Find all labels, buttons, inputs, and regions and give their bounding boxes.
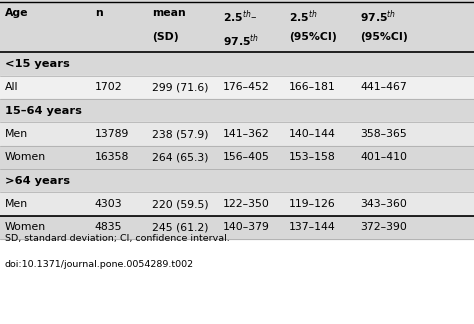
- Text: 166–181: 166–181: [289, 83, 336, 92]
- Text: <15 years: <15 years: [5, 59, 70, 69]
- Text: 4835: 4835: [95, 223, 122, 232]
- Text: 441–467: 441–467: [360, 83, 407, 92]
- Bar: [0, 0, 474, 52]
- Text: SD, standard deviation; CI, confidence interval.: SD, standard deviation; CI, confidence i…: [5, 234, 229, 243]
- Text: 119–126: 119–126: [289, 199, 336, 209]
- Bar: [0, 169, 474, 192]
- Text: Women: Women: [5, 153, 46, 162]
- Bar: [0, 216, 474, 239]
- Bar: [0, 192, 474, 216]
- Text: Men: Men: [5, 129, 28, 139]
- Text: (95%CI): (95%CI): [289, 32, 337, 42]
- Text: 343–360: 343–360: [360, 199, 407, 209]
- Text: Men: Men: [5, 199, 28, 209]
- Text: 401–410: 401–410: [360, 153, 407, 162]
- Text: Age: Age: [5, 8, 28, 18]
- Bar: [0, 76, 474, 99]
- Text: 238 (57.9): 238 (57.9): [152, 129, 208, 139]
- Text: 137–144: 137–144: [289, 223, 336, 232]
- Text: 264 (65.3): 264 (65.3): [152, 153, 208, 162]
- Text: 372–390: 372–390: [360, 223, 407, 232]
- Text: 140–144: 140–144: [289, 129, 336, 139]
- Text: 2.5$^{th}$–: 2.5$^{th}$–: [223, 8, 257, 25]
- Text: >64 years: >64 years: [5, 176, 70, 186]
- Text: Women: Women: [5, 223, 46, 232]
- Text: 141–362: 141–362: [223, 129, 270, 139]
- Text: All: All: [5, 83, 18, 92]
- Text: 97.5$^{th}$: 97.5$^{th}$: [223, 32, 259, 49]
- Text: 176–452: 176–452: [223, 83, 270, 92]
- Text: 122–350: 122–350: [223, 199, 270, 209]
- Bar: [0, 122, 474, 146]
- Text: 15–64 years: 15–64 years: [5, 106, 82, 116]
- Bar: [0, 146, 474, 169]
- Text: 16358: 16358: [95, 153, 129, 162]
- Text: doi:10.1371/journal.pone.0054289.t002: doi:10.1371/journal.pone.0054289.t002: [5, 260, 194, 269]
- Text: 153–158: 153–158: [289, 153, 336, 162]
- Text: 299 (71.6): 299 (71.6): [152, 83, 208, 92]
- Text: 4303: 4303: [95, 199, 122, 209]
- Bar: [0, 99, 474, 122]
- Text: 156–405: 156–405: [223, 153, 270, 162]
- Text: 97.5$^{th}$: 97.5$^{th}$: [360, 8, 396, 25]
- Text: 2.5$^{th}$: 2.5$^{th}$: [289, 8, 318, 25]
- Text: (SD): (SD): [152, 32, 178, 42]
- Bar: [0, 52, 474, 76]
- Text: 245 (61.2): 245 (61.2): [152, 223, 208, 232]
- Text: mean: mean: [152, 8, 185, 18]
- Text: 358–365: 358–365: [360, 129, 407, 139]
- Text: 140–379: 140–379: [223, 223, 270, 232]
- Text: n: n: [95, 8, 102, 18]
- Text: 1702: 1702: [95, 83, 122, 92]
- Text: 220 (59.5): 220 (59.5): [152, 199, 208, 209]
- Text: 13789: 13789: [95, 129, 129, 139]
- Text: (95%CI): (95%CI): [360, 32, 408, 42]
